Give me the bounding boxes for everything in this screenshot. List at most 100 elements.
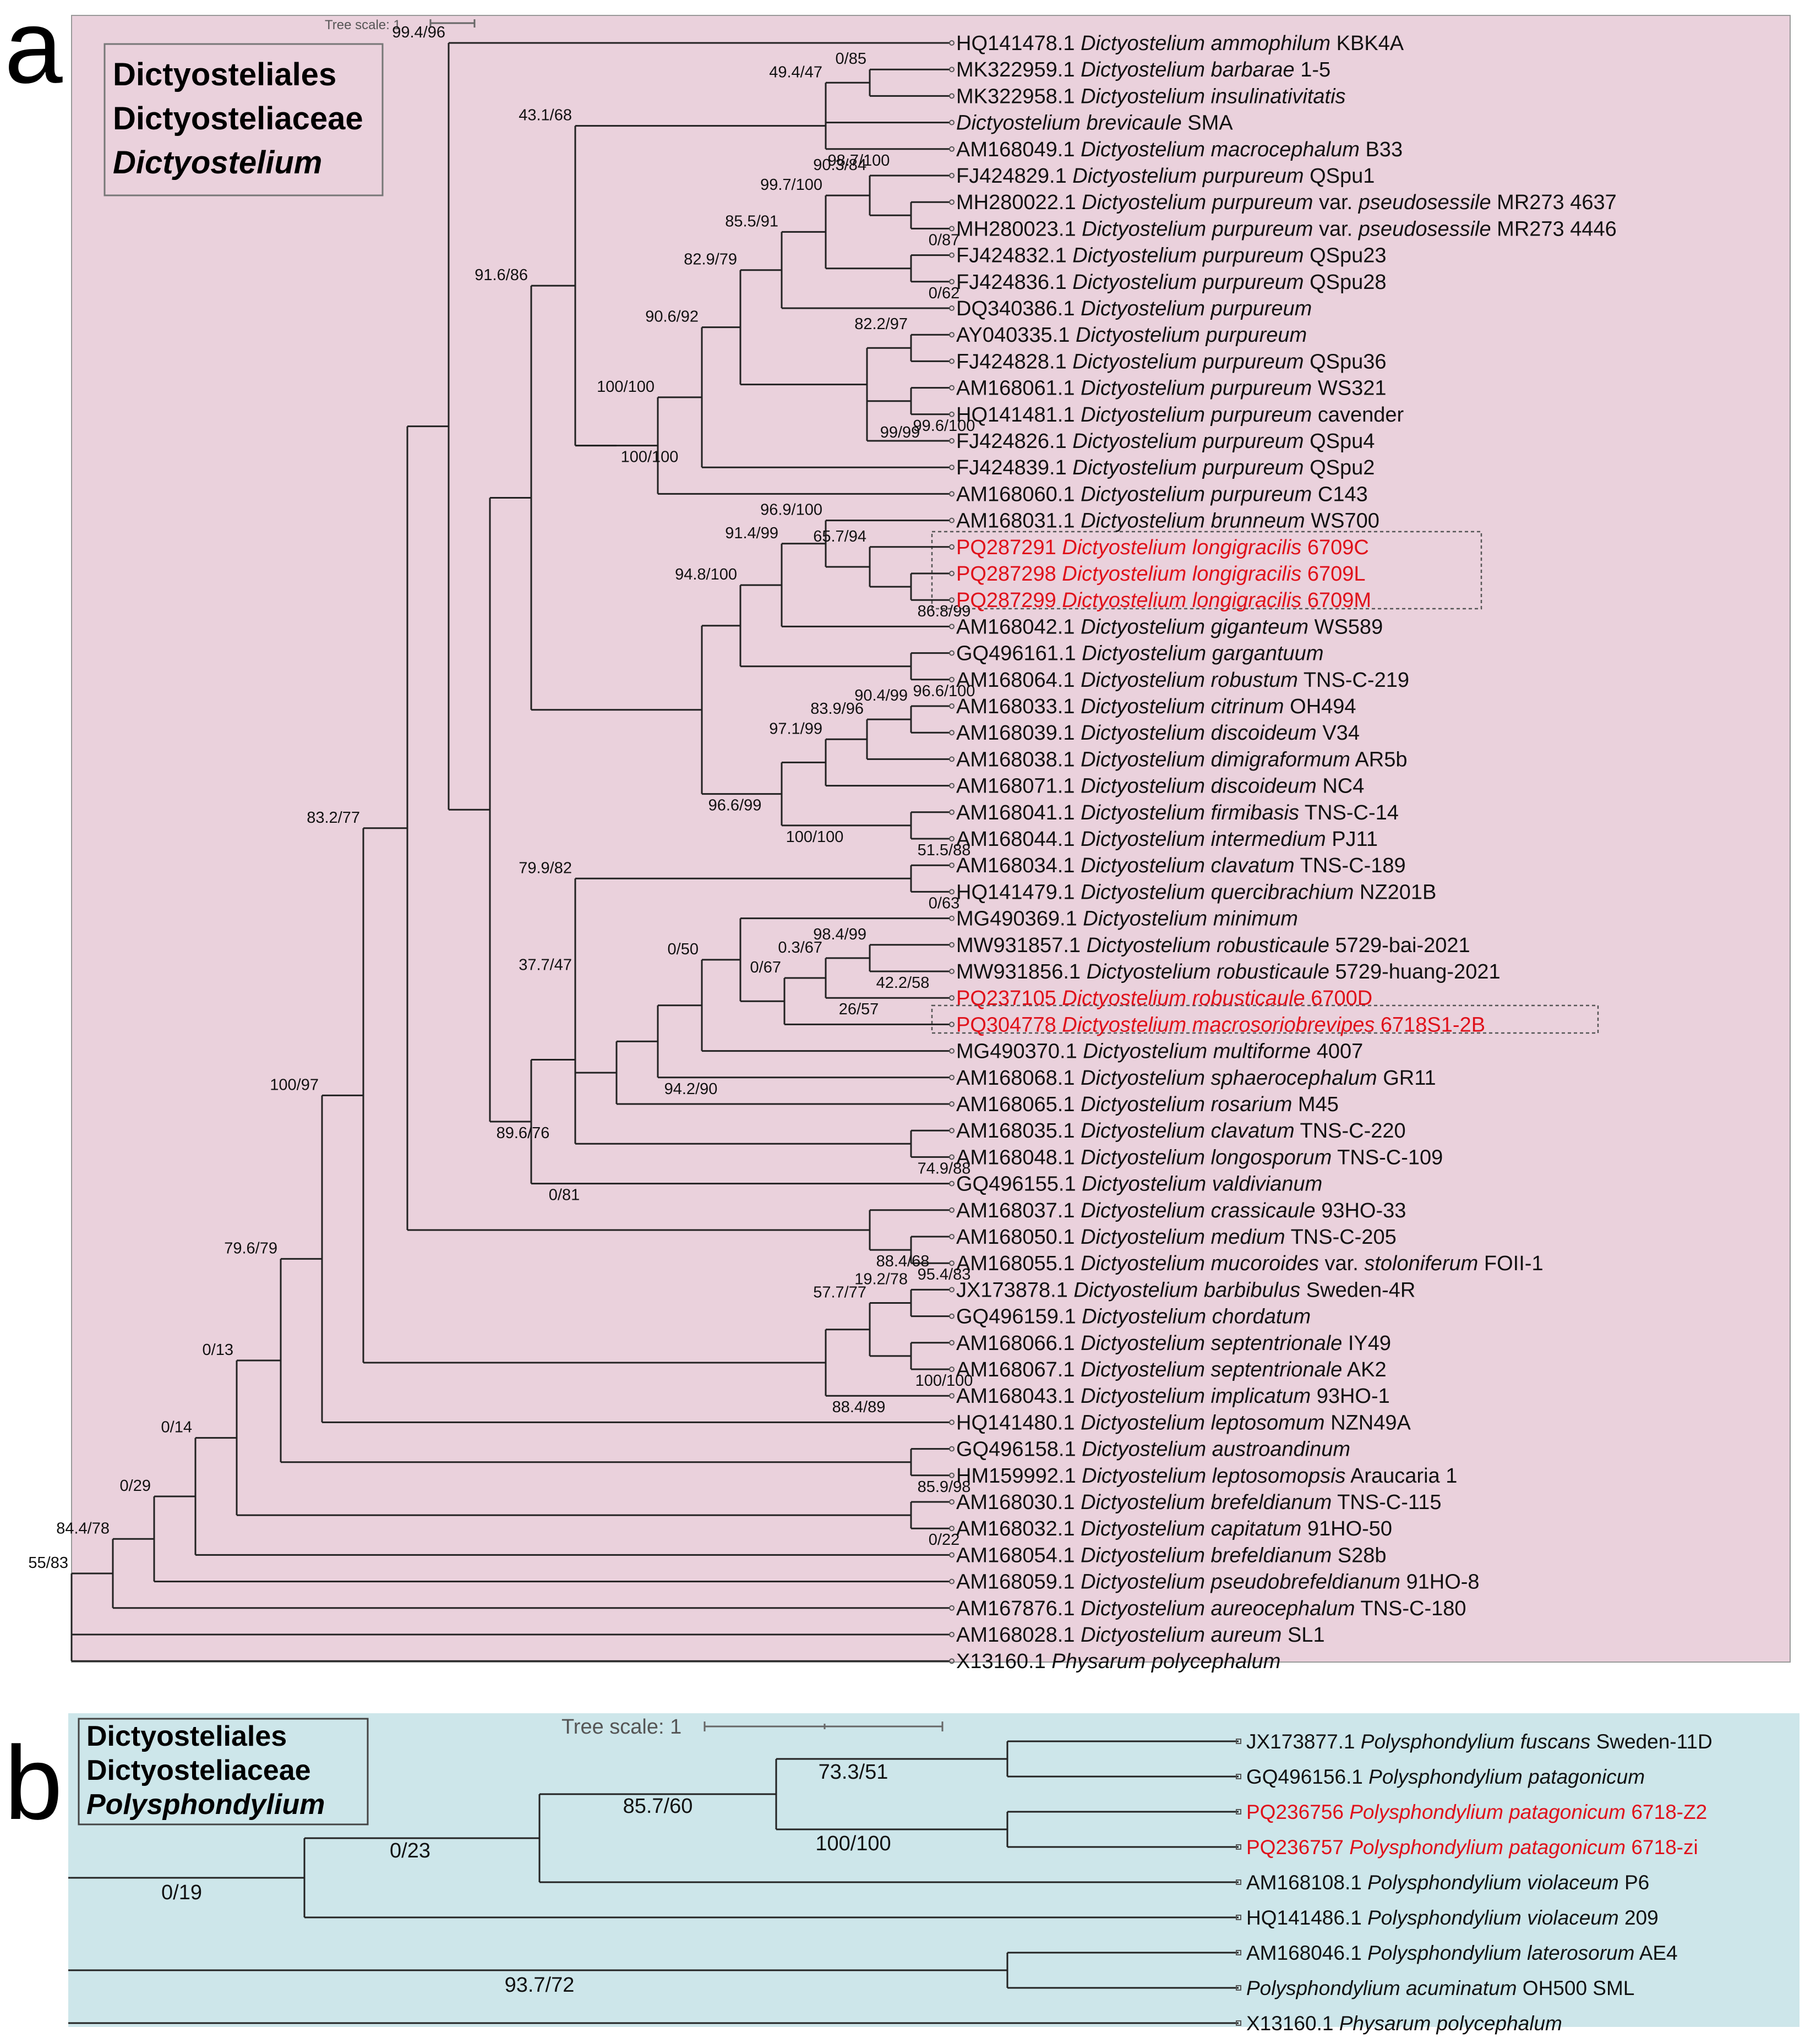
leaf-strain: WS589 [1308, 615, 1383, 638]
branches-panel-b [68, 1740, 1239, 2024]
leaf-label: AM168049.1 Dictyostelium macrocephalum B… [956, 138, 1403, 161]
leaf-strain: QSpu1 [1304, 165, 1375, 188]
leaf-strain: 93HO-1 [1311, 1385, 1390, 1408]
support-value: 19.2/78 [854, 1270, 908, 1288]
leaf-accession: FJ424836.1 [956, 271, 1072, 294]
leaf-strain: KBK4A [1330, 32, 1404, 55]
leaf-node-marker [949, 809, 955, 815]
leaf-species: Dictyostelium septentrionale [1081, 1358, 1342, 1381]
leaf-label: MK322959.1 Dictyostelium barbarae 1-5 [956, 58, 1330, 81]
leaf-accession: HQ141479.1 [956, 881, 1081, 904]
leaf-label: AM168059.1 Dictyostelium pseudobrefeldia… [956, 1571, 1480, 1594]
support-value: 85.5/91 [725, 212, 778, 230]
leaf-label: AM168039.1 Dictyostelium discoideum V34 [956, 722, 1360, 745]
leaf-label-b: GQ496156.1 Polysphondylium patagonicum [1246, 1766, 1645, 1788]
leaf-accession: AM168031.1 [956, 510, 1081, 533]
leaf-accession: JX173877.1 [1246, 1730, 1361, 1753]
leaf-label: MW931857.1 Dictyostelium robusticaule 57… [956, 934, 1470, 957]
leaf-label: AM168028.1 Dictyostelium aureum SL1 [956, 1624, 1325, 1647]
leaf-accession: PQ287299 [956, 589, 1062, 612]
leaf-strain: NZN49A [1325, 1411, 1411, 1434]
leaf-strain: cavender [1312, 403, 1404, 427]
leaf-strain: TNS-C-220 [1295, 1119, 1406, 1143]
support-value: 96.6/99 [708, 797, 762, 815]
leaf-accession: AM168044.1 [956, 828, 1081, 851]
leaf-species: Dictyostelium macrosoriobrevipes [1062, 1013, 1375, 1036]
leaf-accession: AM168049.1 [956, 138, 1081, 161]
leaf-accession: PQ287291 [956, 536, 1062, 559]
leaf-species: Dictyostelium insulinativitatis [1081, 85, 1346, 108]
leaf-node-marker [949, 544, 955, 550]
leaf-species: Dictyostelium purpureum [1081, 297, 1312, 320]
leaf-node-marker [949, 571, 955, 576]
leaf-label-b: Polysphondylium acuminatum OH500 SML [1246, 1977, 1634, 1999]
support-value-b: 0/19 [161, 1881, 202, 1904]
leaf-label: AM168068.1 Dictyostelium sphaerocephalum… [956, 1067, 1436, 1090]
support-value: 97.1/99 [769, 720, 822, 737]
support-value: 100/97 [270, 1076, 319, 1094]
leaf-species: Polysphondylium patagonicum [1349, 1801, 1626, 1823]
support-value-b: 73.3/51 [819, 1761, 888, 1784]
leaf-species: Dictyostelium leptosomopsis [1082, 1464, 1345, 1488]
leaf-accession: MK322958.1 [956, 85, 1081, 108]
leaf-accession: PQ236757 [1246, 1836, 1349, 1859]
leaf-species: Dictyostelium leptosomum [1081, 1411, 1324, 1434]
tree-scale-bar-a [429, 19, 476, 28]
leaf-node-marker [949, 305, 955, 311]
leaf-node-marker [949, 1419, 955, 1425]
leaf-accession: AM168032.1 [956, 1517, 1081, 1540]
leaf-accession: MK322959.1 [956, 58, 1081, 81]
leaf-accession: AM168030.1 [956, 1491, 1081, 1514]
leaf-node-marker [949, 915, 955, 921]
leaf-accession: GQ496156.1 [1246, 1766, 1368, 1788]
leaf-node-marker [949, 1658, 955, 1664]
support-value: 96.6/100 [913, 682, 975, 700]
support-value: 100/100 [786, 828, 844, 846]
leaf-label: HQ141479.1 Dictyostelium quercibrachium … [956, 881, 1436, 904]
support-value: 0.3/67 [778, 939, 822, 957]
leaf-node-marker [949, 464, 955, 471]
leaf-label: AM168031.1 Dictyostelium brunneum WS700 [956, 510, 1379, 533]
leaf-label: AM168033.1 Dictyostelium citrinum OH494 [956, 695, 1356, 718]
leaf-node-marker [949, 1287, 955, 1293]
leaf-label: MG490369.1 Dictyostelium minimum [956, 908, 1298, 931]
leaf-strain: var. [1313, 217, 1358, 241]
leaf-node-marker-b [1236, 1950, 1241, 1955]
leaf-node-marker [949, 1207, 955, 1213]
leaf-accession: MH280022.1 [956, 191, 1082, 214]
leaf-accession: FJ424828.1 [956, 350, 1072, 373]
leaf-label: MH280023.1 Dictyostelium purpureum var. … [956, 217, 1617, 241]
leaf-strain: B33 [1360, 138, 1403, 161]
leaf-accession: AM168042.1 [956, 615, 1081, 638]
leaf-strain: TNS-C-115 [1332, 1491, 1441, 1514]
leaf-species: Dictyostelium purpureum [1072, 456, 1304, 479]
panel-b-background [68, 1713, 1799, 2027]
leaf-accession: GQ496158.1 [956, 1438, 1082, 1461]
leaf-label: FJ424826.1 Dictyostelium purpureum QSpu4 [956, 430, 1375, 453]
leaf-strain: 6709M [1301, 589, 1371, 612]
leaf-label: AM168048.1 Dictyostelium longosporum TNS… [956, 1146, 1443, 1169]
leaf-node-marker [949, 1393, 955, 1399]
leaf-species: Dictyostelium chordatum [1082, 1305, 1311, 1329]
leaf-species: Dictyostelium purpureum [1076, 324, 1307, 347]
leaf-node-marker [949, 862, 955, 868]
leaf-label-b: PQ236756 Polysphondylium patagonicum 671… [1246, 1801, 1707, 1823]
leaf-accession: AM168035.1 [956, 1119, 1081, 1143]
leaf-node-marker [949, 1313, 955, 1319]
leaf-species: Dictyostelium discoideum [1081, 775, 1317, 798]
leaf-strain: var. [1319, 1252, 1364, 1275]
leaf-node-marker [949, 1552, 955, 1558]
tree-scale-label-a: Tree scale: 1 [325, 18, 401, 32]
support-value: 86.8/99 [918, 603, 971, 620]
support-value: 57.7/77 [813, 1284, 866, 1302]
leaf-label: FJ424829.1 Dictyostelium purpureum QSpu1 [956, 165, 1375, 188]
leaf-accession: AM168054.1 [956, 1544, 1081, 1567]
support-value: 74.9/88 [918, 1160, 971, 1177]
leaf-label: MK322958.1 Dictyostelium insulinativitat… [956, 85, 1346, 108]
leaf-species: Polysphondylium violaceum [1367, 1871, 1619, 1894]
leaf-species: Dictyostelium quercibrachium [1081, 881, 1354, 904]
leaf-node-marker [949, 358, 955, 364]
leaf-label: AM168037.1 Dictyostelium crassicaule 93H… [956, 1199, 1406, 1222]
support-value: 88.4/89 [832, 1398, 886, 1416]
leaf-accession: MW931856.1 [956, 960, 1087, 983]
